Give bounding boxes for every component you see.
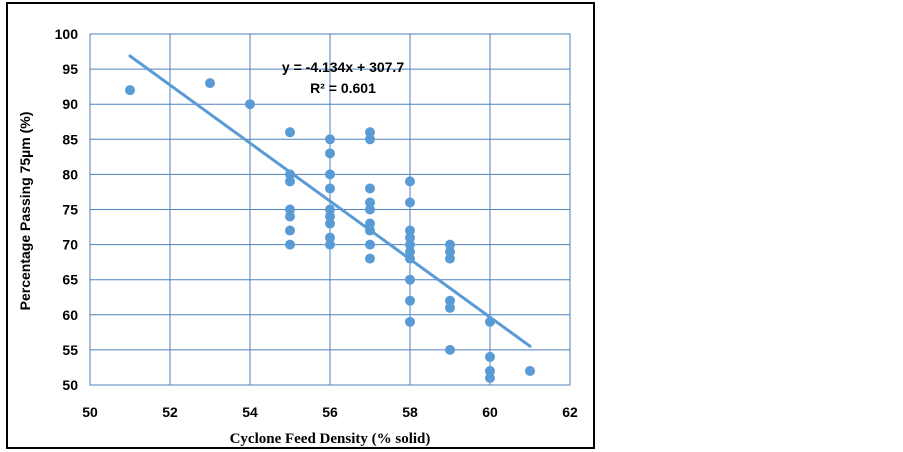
x-tick-label: 56 [322, 404, 338, 420]
data-point [285, 127, 295, 138]
data-point [445, 239, 455, 250]
data-point [405, 239, 415, 250]
data-point [445, 246, 455, 257]
data-point [285, 169, 295, 180]
data-point [325, 134, 335, 145]
data-point [325, 218, 335, 229]
data-point [485, 372, 495, 383]
r-squared-label: R² = 0.601 [310, 80, 376, 96]
data-point [405, 225, 415, 236]
data-point [325, 204, 335, 215]
data-point [285, 176, 295, 187]
data-point [365, 127, 375, 138]
x-tick-label: 50 [82, 404, 98, 420]
data-points [125, 78, 535, 383]
y-tick-label: 70 [62, 237, 78, 253]
data-point [125, 85, 135, 96]
data-point [285, 211, 295, 222]
y-tick-label: 60 [62, 307, 78, 323]
data-point [325, 239, 335, 250]
data-point [405, 232, 415, 243]
data-point [365, 253, 375, 264]
y-tick-label: 100 [55, 26, 79, 42]
x-tick-label: 62 [562, 404, 578, 420]
y-tick-label: 85 [62, 131, 78, 147]
data-point [365, 204, 375, 215]
data-point [325, 211, 335, 222]
x-tick-label: 52 [162, 404, 178, 420]
data-point [405, 295, 415, 306]
y-axis-ticks: 50 55 60 65 70 75 80 85 90 95 100 [55, 26, 79, 393]
data-point [365, 225, 375, 236]
data-point [525, 365, 535, 376]
data-point [245, 99, 255, 110]
y-tick-label: 90 [62, 96, 78, 112]
data-point [405, 274, 415, 285]
y-tick-label: 95 [62, 61, 78, 77]
data-point [405, 246, 415, 257]
x-axis-ticks: 50 52 54 56 58 60 62 [82, 404, 578, 420]
y-axis-label: Percentage Passing 75µm (%) [17, 112, 33, 311]
x-tick-label: 58 [402, 404, 418, 420]
x-axis-label: Cyclone Feed Density (% solid) [230, 431, 431, 447]
data-point [445, 253, 455, 264]
x-tick-label: 54 [242, 404, 258, 420]
trendline [128, 54, 532, 348]
y-tick-label: 55 [62, 342, 78, 358]
data-point [405, 197, 415, 208]
y-tick-label: 75 [62, 202, 78, 218]
data-point [445, 302, 455, 313]
data-point [405, 176, 415, 187]
data-point [405, 316, 415, 327]
data-point [205, 78, 215, 89]
x-tick-label: 60 [482, 404, 498, 420]
data-point [445, 295, 455, 306]
data-point [445, 344, 455, 355]
y-tick-label: 65 [62, 272, 78, 288]
chart-frame [6, 2, 595, 449]
data-point [285, 239, 295, 250]
data-point [365, 197, 375, 208]
y-tick-label: 50 [62, 377, 78, 393]
data-point [365, 218, 375, 229]
data-point [485, 365, 495, 376]
data-point [485, 316, 495, 327]
data-point [365, 183, 375, 194]
data-point [325, 148, 335, 159]
data-point [365, 239, 375, 250]
data-point [325, 169, 335, 180]
data-point [325, 232, 335, 243]
data-point [285, 225, 295, 236]
data-point [365, 134, 375, 145]
trendline-equation: y = -4.134x + 307.7 [282, 59, 404, 75]
y-tick-label: 80 [62, 166, 78, 182]
plot-area-border [89, 33, 571, 386]
data-point [285, 204, 295, 215]
data-point [485, 351, 495, 362]
data-point [405, 253, 415, 264]
data-point [325, 183, 335, 194]
